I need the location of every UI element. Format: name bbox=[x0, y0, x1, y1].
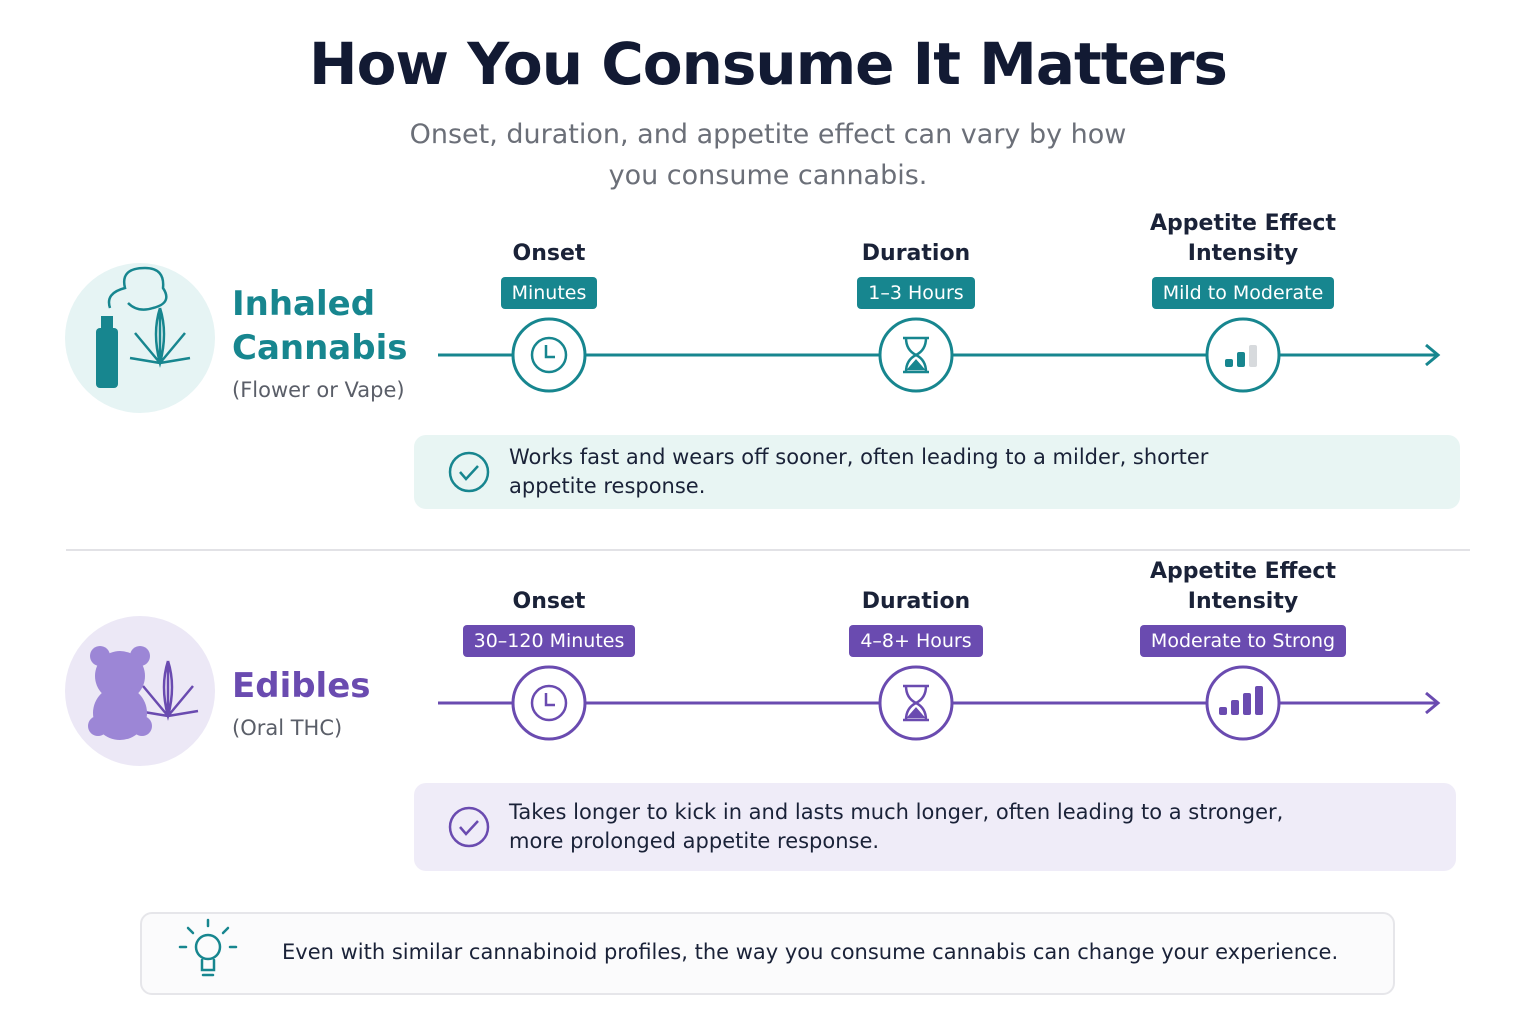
bar-icon bbox=[1237, 352, 1245, 367]
clock-hands bbox=[544, 693, 555, 707]
metric: Onset 30–120 Minutes bbox=[429, 587, 669, 657]
bar-icon bbox=[1249, 345, 1257, 367]
node-icon bbox=[903, 684, 929, 722]
node bbox=[511, 317, 587, 393]
clock bbox=[530, 684, 568, 722]
check bbox=[448, 451, 490, 493]
metric-label: Duration bbox=[861, 589, 971, 614]
bear-part bbox=[132, 716, 152, 736]
bar-icon bbox=[1219, 707, 1227, 715]
note-box: Takes longer to kick in and lasts much l… bbox=[414, 783, 1456, 871]
method-icon bbox=[96, 266, 191, 388]
leaf bbox=[137, 660, 199, 721]
bar-icon bbox=[1225, 359, 1233, 367]
check bbox=[448, 806, 490, 848]
metric-value: Minutes bbox=[500, 277, 598, 309]
bar-icon bbox=[1243, 693, 1251, 715]
metric-value: 30–120 Minutes bbox=[462, 625, 636, 657]
metric-value: Mild to Moderate bbox=[1151, 277, 1335, 309]
tip-text: Even with similar cannabinoid profiles, … bbox=[282, 940, 1339, 964]
clock-hands bbox=[544, 345, 555, 359]
tip-box bbox=[140, 912, 1395, 995]
metric-label: Onset bbox=[512, 241, 586, 266]
method-name: Inhaled Cannabis bbox=[232, 284, 408, 368]
node-icon bbox=[530, 336, 568, 374]
separator bbox=[66, 549, 1470, 551]
method-subtitle: (Flower or Vape) bbox=[232, 378, 405, 402]
bar-icon bbox=[1255, 686, 1263, 715]
node-icon bbox=[1225, 345, 1257, 367]
method-icon bbox=[88, 646, 199, 740]
vape-tip bbox=[101, 316, 113, 330]
check-mark bbox=[459, 820, 479, 836]
metric: Duration 4–8+ Hours bbox=[796, 587, 1036, 657]
timeline-arrow bbox=[1425, 691, 1441, 715]
bear bbox=[88, 646, 152, 740]
hourglass bbox=[903, 684, 929, 722]
metric-label: Appetite Effect Intensity bbox=[1150, 211, 1336, 266]
metric-label: Appetite Effect Intensity bbox=[1150, 559, 1336, 614]
subtitle: Onset, duration, and appetite effect can… bbox=[409, 119, 1127, 191]
smoke bbox=[107, 266, 168, 311]
metric: Appetite Effect Intensity Mild to Moderat… bbox=[1123, 209, 1363, 309]
metric-label: Duration bbox=[861, 241, 971, 266]
metric-value: Moderate to Strong bbox=[1139, 625, 1347, 657]
sand bbox=[906, 359, 926, 371]
metric-value: 4–8+ Hours bbox=[849, 625, 983, 657]
bear-part bbox=[95, 651, 145, 701]
method-name: Edibles bbox=[232, 666, 371, 706]
timeline-arrow bbox=[1425, 343, 1441, 367]
metric: Duration 1–3 Hours bbox=[796, 239, 1036, 309]
metric-label: Onset bbox=[512, 589, 586, 614]
bear-part bbox=[88, 716, 108, 736]
node-icon bbox=[1219, 686, 1263, 715]
node-icon bbox=[903, 336, 929, 374]
method-subtitle: (Oral THC) bbox=[232, 716, 343, 740]
note-box: Works fast and wears off sooner, often l… bbox=[414, 435, 1460, 509]
metric-value: 1–3 Hours bbox=[857, 277, 975, 309]
check-mark bbox=[459, 465, 479, 481]
node bbox=[511, 665, 587, 741]
metric: Appetite Effect Intensity Moderate to Str… bbox=[1123, 557, 1363, 657]
bulb-icon bbox=[178, 918, 238, 977]
sand bbox=[906, 707, 926, 719]
leaf bbox=[129, 307, 191, 368]
clock bbox=[530, 336, 568, 374]
title: How You Consume It Matters bbox=[309, 30, 1228, 98]
metric: Onset Minutes bbox=[429, 239, 669, 309]
vape bbox=[96, 328, 118, 388]
hourglass bbox=[903, 336, 929, 374]
node-icon bbox=[530, 684, 568, 722]
bar-icon bbox=[1231, 700, 1239, 715]
